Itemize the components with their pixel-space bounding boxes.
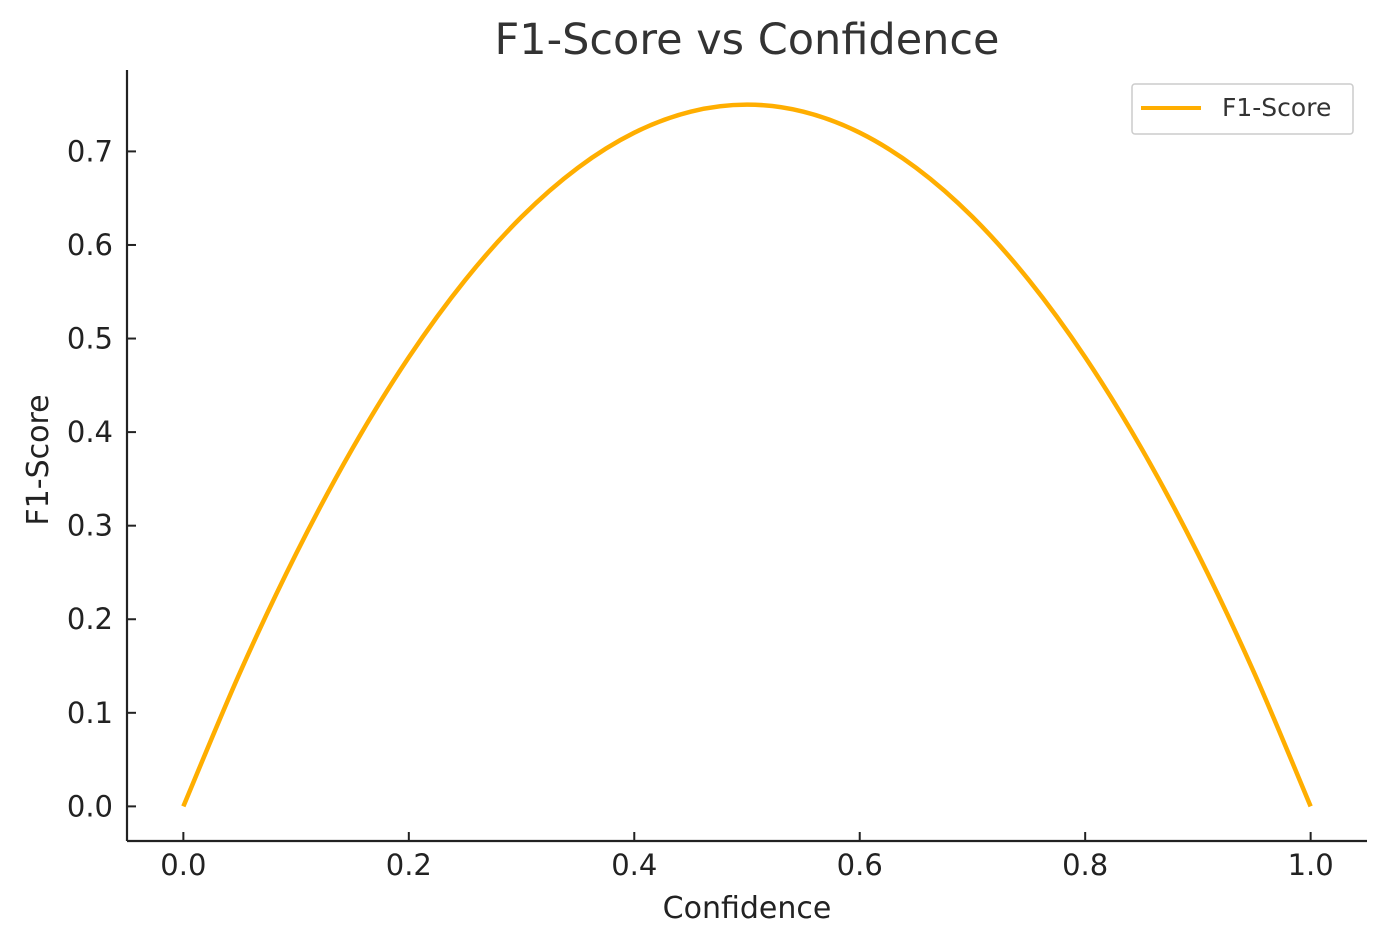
x-tick-label: 0.2 (386, 848, 432, 882)
y-tick-label: 0.7 (67, 134, 113, 168)
x-ticks: 0.0 0.2 0.4 0.6 0.8 1.0 (160, 832, 1334, 882)
x-tick-label: 0.0 (160, 848, 206, 882)
legend-box (1131, 83, 1354, 135)
legend-label-f1-score: F1-Score (1222, 93, 1331, 122)
y-tick-label: 0.2 (67, 602, 113, 636)
y-tick-label: 0.5 (67, 322, 113, 356)
y-tick-label: 0.6 (67, 228, 113, 262)
y-tick-label: 0.0 (67, 789, 113, 823)
y-ticks: 0.0 0.1 0.2 0.3 0.4 0.5 0.6 0.7 (67, 134, 136, 823)
y-tick-label: 0.1 (67, 696, 113, 730)
x-tick-label: 1.0 (1288, 848, 1334, 882)
series-group (181, 102, 1313, 808)
x-tick-label: 0.8 (1062, 848, 1108, 882)
series-line-f1-score (181, 102, 1313, 808)
y-axis-label: F1-Score (21, 394, 56, 525)
x-tick-label: 0.6 (837, 848, 883, 882)
x-tick-label: 0.4 (611, 848, 657, 882)
legend: F1-Score (1131, 83, 1354, 135)
y-tick-label: 0.3 (67, 509, 113, 543)
y-tick-label: 0.4 (67, 415, 113, 449)
axes (125, 70, 1367, 843)
chart-title: F1-Score vs Confidence (495, 15, 1000, 65)
x-axis-label: Confidence (663, 891, 832, 926)
